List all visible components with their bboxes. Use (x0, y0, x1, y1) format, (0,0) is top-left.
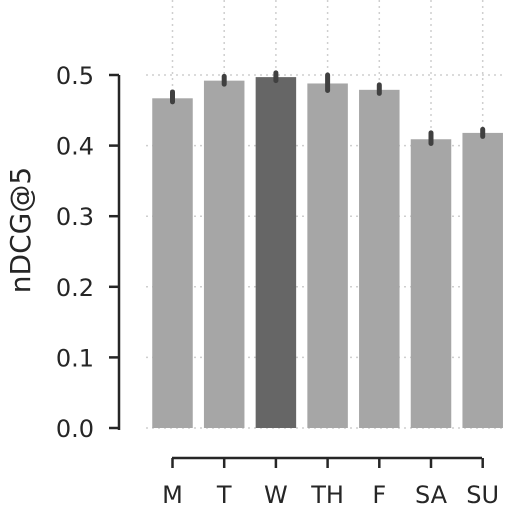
bar-su (462, 132, 503, 428)
x-tick-label: M (162, 481, 183, 509)
bar-m (152, 98, 193, 428)
y-tick-label: 0.5 (56, 62, 94, 90)
x-tick-label: F (372, 481, 386, 509)
x-tick-label: SU (466, 481, 499, 509)
y-tick-label: 0.3 (56, 203, 94, 231)
y-tick-label: 0.4 (56, 133, 94, 161)
y-tick-label: 0.2 (56, 274, 94, 302)
y-tick-label: 0.1 (56, 344, 94, 372)
y-tick-label: 0.0 (56, 415, 94, 443)
error-bars (170, 70, 486, 146)
x-tick-label: W (264, 481, 288, 509)
bar-w (255, 77, 297, 429)
bar-sa (410, 139, 452, 428)
bar-f (359, 89, 400, 429)
y-axis-title: nDCG@5 (4, 167, 37, 293)
bar-t (203, 80, 245, 428)
bars (152, 77, 503, 429)
x-tick-label: T (216, 481, 232, 509)
x-tick-label: SA (415, 481, 448, 509)
bar-th (307, 83, 348, 429)
ticks: M T W TH F SA SU 0.0 0.1 0.2 0.3 0.4 0.5 (56, 62, 499, 509)
x-tick-label: TH (310, 481, 344, 509)
